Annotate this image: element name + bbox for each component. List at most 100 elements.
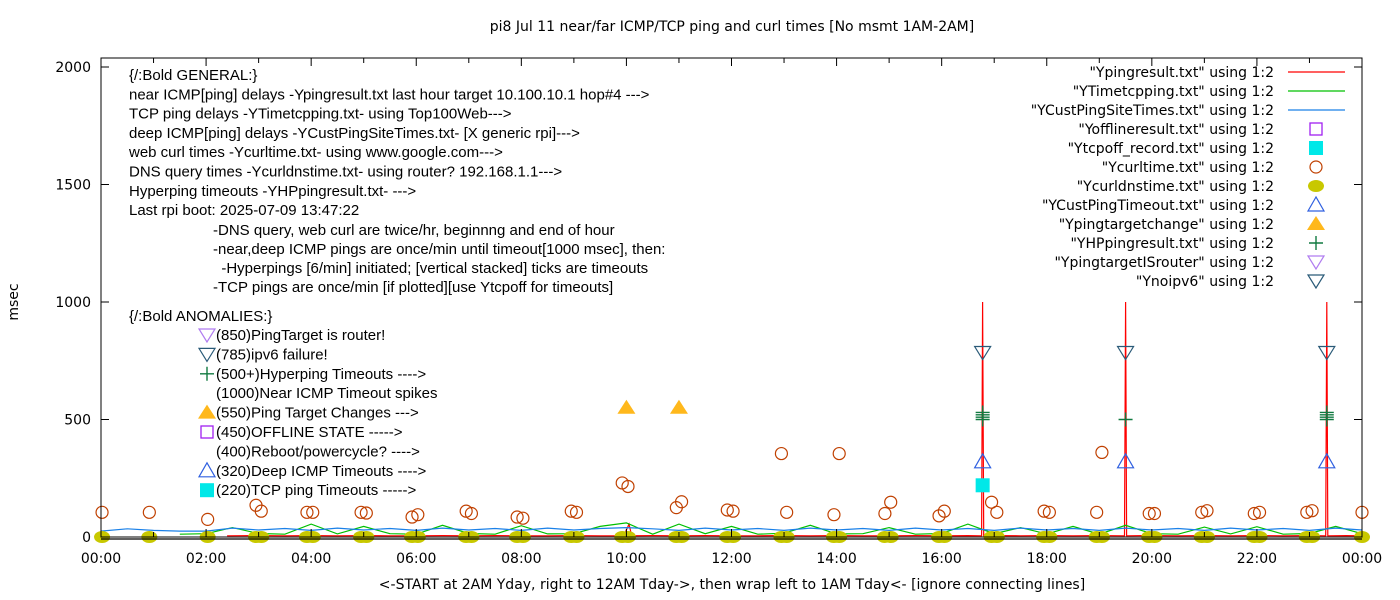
anomaly-symbol-square-open-icon: [200, 425, 214, 439]
data-point-series-7: [1317, 452, 1336, 469]
x-tick-label: 10:00: [606, 551, 646, 567]
legend-symbol-tri-down-open-icon: [1306, 274, 1326, 290]
annotation-anomaly-line: (450)OFFLINE STATE ----->: [216, 424, 403, 441]
data-point-series-5: [1095, 445, 1109, 459]
annotation-anomaly-line: (785)ipv6 failure!: [216, 346, 328, 363]
annotation-note-line: -Hyperpings [6/min] initiated; [vertical…: [213, 260, 648, 277]
anomaly-symbol-square-filled-icon: [200, 483, 214, 498]
x-tick-label: 08:00: [501, 551, 541, 567]
data-point-series-5: [827, 508, 841, 522]
anomaly-symbol-tri-down-open-icon: [197, 328, 217, 344]
data-point-series-5: [405, 510, 419, 524]
legend-symbol-tri-up-filled-icon: [1307, 216, 1325, 230]
x-tick-label: 06:00: [396, 551, 436, 567]
data-point-series-5: [464, 506, 479, 521]
data-point-series-5: [1142, 506, 1156, 521]
data-point-series-5: [1147, 506, 1162, 521]
data-point-series-5: [510, 510, 524, 524]
legend-entry-label: "Ycurltime.txt" using 1:2: [1102, 160, 1274, 176]
legend-symbol-circle-open-icon: [1309, 160, 1323, 174]
legend-entry-label: "YTimetcpping.txt" using 1:2: [1073, 84, 1274, 100]
y-tick-label: 1000: [55, 295, 91, 311]
data-point-series-5: [1247, 506, 1261, 521]
annotation-general-line: deep ICMP[ping] delays -YCustPingSiteTim…: [129, 125, 580, 142]
data-point-series-5: [780, 505, 794, 519]
data-point-series-5: [1252, 505, 1267, 519]
data-point-series-5: [1305, 504, 1319, 518]
annotation-anomaly-line: (550)Ping Target Changes --->: [216, 405, 419, 422]
data-point-series-5: [726, 504, 740, 518]
x-tick-label: 16:00: [921, 551, 961, 567]
data-point-series-9: [1319, 405, 1334, 420]
anomaly-symbol-tri-up-open-icon: [197, 461, 217, 478]
data-point-series-5: [984, 495, 999, 509]
legend-entry-label: "YCustPingTimeout.txt" using 1:2: [1042, 198, 1274, 214]
legend-symbol-tri-up-open-icon: [1306, 195, 1326, 212]
data-point-series-5: [621, 479, 635, 494]
legend-symbol-square-filled-icon: [1309, 141, 1323, 155]
anomaly-symbol-plus-icon: [200, 366, 214, 381]
annotation-general-line: Hyperping timeouts -YHPpingresult.txt- -…: [129, 183, 416, 200]
data-point-series-8: [617, 399, 636, 414]
data-point-series-5: [990, 505, 1004, 519]
annotation-anomaly-line: (320)Deep ICMP Timeouts ---->: [216, 463, 426, 480]
y-tick-label: 500: [64, 413, 91, 429]
legend-entry-label: "Ypingtargetchange" using 1:2: [1059, 217, 1274, 233]
x-tick-label: 22:00: [1237, 551, 1277, 567]
data-point-series-5: [774, 446, 789, 461]
data-point-series-8: [669, 399, 688, 414]
annotation-general-line: DNS query times -Ycurldnstime.txt- using…: [129, 164, 562, 181]
legend-symbol-circle-filled-icon: [1308, 180, 1324, 192]
legend-entry-label: "Ynoipv6" using 1:2: [1136, 274, 1274, 290]
x-axis-label: <-START at 2AM Yday, right to 12AM Tday-…: [379, 577, 1085, 593]
data-point-series-5: [720, 503, 734, 517]
annotation-anomaly-line: (500+)Hyperping Timeouts ---->: [216, 366, 426, 383]
legend: "Ypingresult.txt" using 1:2 "YTimetcpping…: [1031, 65, 1345, 290]
data-point-series-5: [201, 512, 215, 526]
data-point-series-4: [975, 478, 990, 493]
y-tick-label: 0: [82, 530, 91, 546]
legend-entry-label: "YCustPingSiteTimes.txt" using 1:2: [1031, 103, 1274, 119]
x-tick-label: 00:00: [81, 551, 121, 567]
series-line-1: [179, 522, 1363, 535]
data-point-series-5: [1037, 504, 1051, 518]
annotation-note-line: -near,deep ICMP pings are once/min until…: [213, 241, 665, 258]
data-point-series-5: [254, 504, 268, 518]
data-point-series-5: [1300, 505, 1314, 519]
annotation-general-line: {/:Bold GENERAL:}: [129, 67, 257, 84]
data-point-series-5: [884, 495, 898, 509]
data-point-series-5: [1042, 505, 1056, 519]
annotation-anomaly-line: (400)Reboot/powercycle? ---->: [216, 443, 420, 460]
annotation-general-line: Last rpi boot: 2025-07-09 13:47:22: [129, 202, 359, 219]
annotation-note-line: -DNS query, web curl are twice/hr, begin…: [213, 222, 615, 239]
chart-title: pi8 Jul 11 near/far ICMP/TCP ping and cu…: [490, 19, 974, 35]
annotation-anomaly-line: (220)TCP ping Timeouts ----->: [216, 482, 416, 499]
data-point-series-5: [411, 508, 425, 522]
x-tick-label: 18:00: [1027, 551, 1067, 567]
y-tick-label: 1500: [55, 178, 91, 194]
legend-entry-label: "Ypingresult.txt" using 1:2: [1089, 65, 1274, 81]
annotation-note-line: -TCP pings are once/min [if plotted][use…: [213, 279, 613, 296]
data-point-series-5: [564, 504, 578, 518]
annotation-anomalies-title: {/:Bold ANOMALIES:}: [129, 308, 272, 325]
annotation-general-line: web curl times -Ycurltime.txt- using www…: [128, 144, 503, 161]
x-tick-label: 00:00: [1342, 551, 1382, 567]
x-tick-label: 14:00: [816, 551, 856, 567]
data-point-series-7: [973, 452, 992, 469]
data-point-series-5: [878, 506, 892, 521]
data-point-series-11: [1317, 345, 1336, 361]
annotations: {/:Bold GENERAL:} near ICMP[ping] delays …: [128, 67, 665, 499]
x-tick-label: 20:00: [1132, 551, 1172, 567]
data-point-series-5: [937, 504, 951, 518]
annotation-general-line: near ICMP[ping] delays -Ypingresult.txt …: [129, 86, 650, 103]
x-tick-label: 02:00: [186, 551, 226, 567]
data-point-series-11: [973, 345, 992, 361]
data-point-series-5: [354, 505, 368, 519]
legend-symbol-square-open-icon: [1309, 122, 1323, 136]
legend-symbol-plus-icon: [1309, 236, 1323, 250]
data-point-series-7: [1116, 452, 1135, 469]
data-point-series-9: [1118, 412, 1133, 427]
data-point-series-11: [1116, 345, 1135, 361]
data-point-series-5: [516, 511, 530, 525]
data-point-series-5: [932, 509, 946, 523]
